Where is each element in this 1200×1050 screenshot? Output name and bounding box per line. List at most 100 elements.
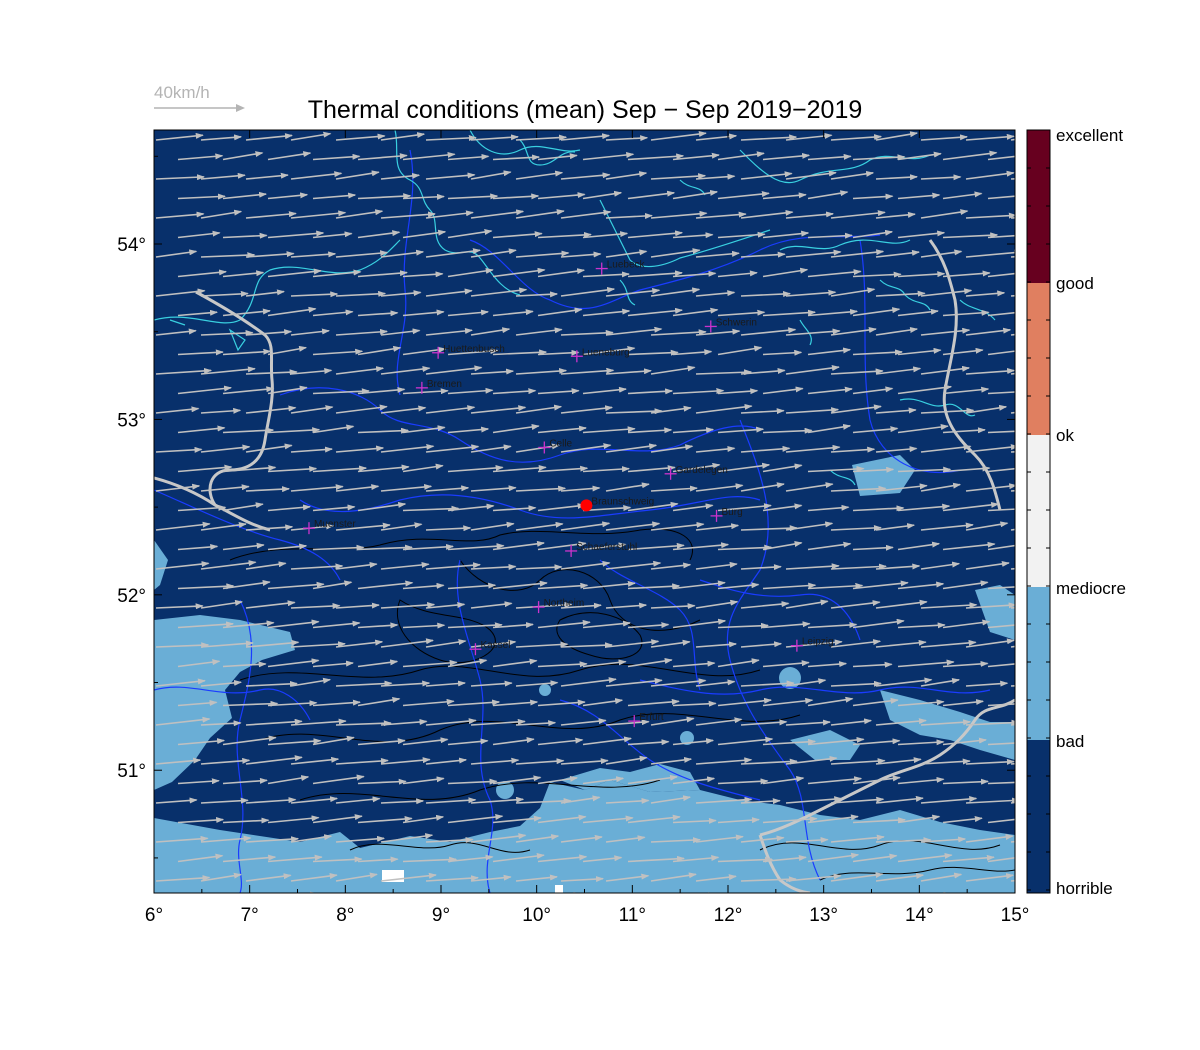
wind-arrow	[245, 251, 295, 258]
city-gardelegen: Gardelegen	[664, 465, 728, 480]
wind-arrow	[537, 582, 589, 590]
wind-arrow	[357, 738, 406, 746]
wind-arrow	[582, 620, 631, 629]
wind-arrow	[875, 872, 925, 882]
city-braunschweig: Braunschweig	[580, 496, 654, 512]
wind-arrow	[627, 190, 676, 200]
wind-arrow	[335, 680, 393, 687]
wind-arrow	[177, 425, 226, 434]
wind-arrow	[245, 405, 297, 414]
wind-arrow	[965, 212, 1015, 219]
wind-arrow	[830, 796, 885, 804]
wind-arrow	[897, 308, 939, 317]
wind-arrow	[852, 466, 895, 473]
wind-arrow	[447, 229, 493, 239]
wind-arrow	[357, 856, 399, 863]
wind-arrow	[695, 211, 747, 219]
wind-arrow	[785, 796, 843, 804]
city-schaeferstuhl: Schaeferstuhl	[565, 542, 637, 557]
wind-arrow	[515, 250, 570, 258]
wind-arrow	[875, 483, 928, 492]
wind-arrow	[650, 405, 692, 414]
wind-arrow	[582, 271, 630, 278]
wind-arrow	[560, 876, 605, 883]
wind-arrow	[627, 657, 673, 668]
patch-small-3	[496, 781, 514, 799]
wind-arrow	[740, 876, 797, 883]
wind-arrow	[492, 853, 545, 863]
wind-arrow	[470, 718, 526, 726]
wind-arrow	[582, 736, 633, 746]
wind-arrow	[627, 501, 679, 512]
wind-arrow	[515, 209, 565, 219]
wind-arrow	[717, 191, 770, 200]
wind-arrow	[380, 833, 434, 843]
wind-arrow	[267, 619, 320, 629]
wind-arrow	[155, 835, 209, 843]
wind-arrow	[245, 329, 293, 336]
wind-arrow	[740, 601, 790, 609]
wind-arrow	[942, 501, 1000, 512]
wind-arrow	[573, 891, 582, 893]
wind-arrow	[650, 603, 696, 610]
wind-arrow	[357, 659, 399, 668]
wind-arrow	[380, 602, 436, 609]
wind-arrow	[605, 719, 650, 726]
wind-arrow	[447, 387, 494, 395]
wind-arrow	[807, 190, 849, 200]
wind-arrow	[988, 898, 1043, 900]
wind-arrow	[447, 778, 498, 785]
wind-arrow	[897, 699, 945, 707]
colorbar-label-excellent: excellent	[1056, 126, 1123, 145]
wind-arrow	[155, 483, 201, 492]
wind-arrow	[897, 192, 941, 200]
wind-arrow	[267, 738, 322, 746]
wind-arrow	[200, 209, 243, 219]
wind-arrow	[740, 368, 786, 375]
city-label: Northeim	[544, 598, 585, 609]
wind-arrow	[560, 209, 612, 219]
wind-arrow	[785, 678, 827, 687]
wind-arrow	[897, 814, 941, 824]
wind-arrow	[335, 250, 389, 258]
wind-arrow	[200, 134, 243, 141]
wind-arrow	[560, 834, 603, 843]
wind-arrow	[537, 661, 588, 668]
wind-arrow	[290, 677, 332, 687]
city-schwerin: Schwerin	[704, 317, 757, 333]
wind-arrow	[222, 700, 279, 707]
wind-arrow	[740, 719, 788, 726]
x-tick-label: 13°	[809, 905, 838, 926]
wind-arrow	[650, 287, 701, 297]
wind-arrow	[627, 622, 670, 629]
wind-arrow	[177, 738, 226, 746]
wind-arrow	[717, 856, 774, 863]
wind-arrow	[357, 193, 412, 200]
chart-title: Thermal conditions (mean) Sep − Sep 2019…	[308, 96, 863, 124]
wind-arrow	[335, 720, 392, 727]
wind-arrow	[717, 462, 771, 473]
wind-arrow	[177, 193, 226, 200]
wind-arrow	[537, 737, 584, 746]
wind-arrow	[537, 153, 578, 161]
wind-arrow	[357, 270, 408, 278]
wind-arrow	[987, 624, 1015, 629]
wind-arrow	[605, 482, 650, 492]
wind-arrow	[515, 834, 560, 843]
x-tick-label: 9°	[432, 905, 450, 926]
wind-arrow	[537, 503, 586, 512]
wind-vector-field	[155, 131, 1043, 900]
wind-arrow	[245, 211, 297, 219]
wind-arrow	[312, 856, 363, 863]
wind-arrow	[830, 170, 875, 180]
wind-arrow	[627, 814, 681, 824]
colorbar-segment-ok	[1027, 435, 1050, 587]
wind-arrow	[492, 464, 547, 473]
wind-arrow	[605, 639, 660, 648]
wind-arrow	[627, 698, 680, 707]
wind-arrow	[695, 403, 753, 414]
wind-arrow	[717, 426, 765, 434]
wind-arrow	[290, 291, 339, 298]
wind-arrow	[492, 540, 545, 551]
wind-arrow	[965, 444, 1015, 453]
